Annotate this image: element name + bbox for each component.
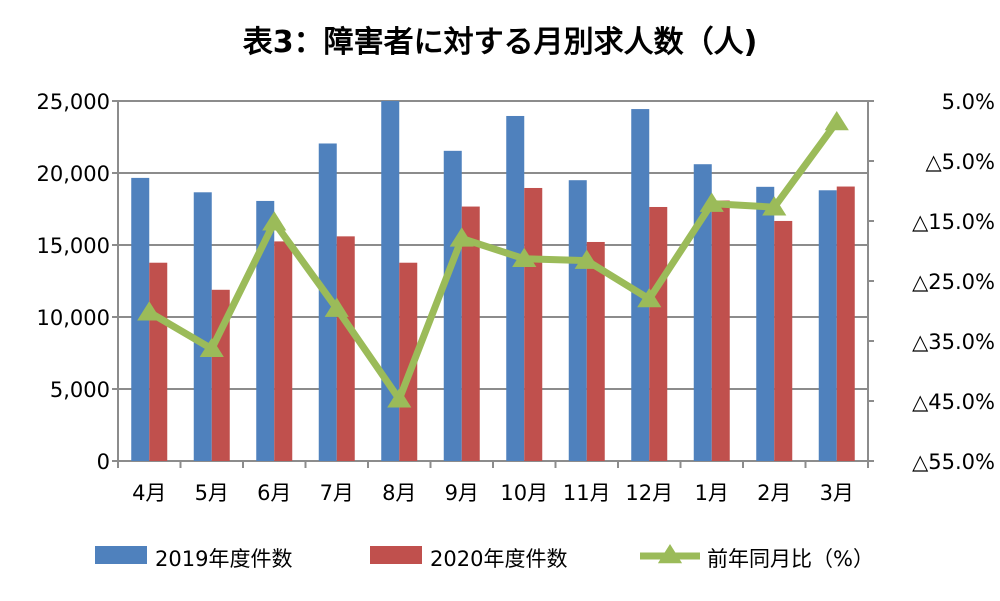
bar-2019	[318, 143, 337, 462]
x-tick-label: 8月	[382, 481, 416, 505]
bar-2020	[399, 262, 418, 461]
legend-swatch-2019	[95, 546, 147, 564]
left-tick-label: 10,000	[37, 306, 110, 330]
x-tick-label: 10月	[500, 481, 548, 505]
right-tick-label: △5.0%	[925, 150, 995, 174]
right-tick-label: △15.0%	[912, 210, 995, 234]
bar-2020	[649, 206, 668, 461]
legend-label-ratio: 前年同月比（%）	[707, 547, 874, 571]
bar-2020	[336, 236, 355, 461]
chart-title: 表3：障害者に対する月別求人数（人)	[243, 25, 758, 60]
x-tick-label: 5月	[195, 481, 229, 505]
x-tick-label: 9月	[445, 481, 479, 505]
axes: 0 5,000 10,000 15,000 20,000 25,000 5.0% △5.0% △…	[37, 90, 995, 505]
legend-label-2020: 2020年度件数	[430, 547, 567, 571]
x-tick-label: 2月	[757, 481, 791, 505]
ratio-marker	[699, 192, 724, 212]
ratio-marker	[512, 247, 537, 268]
right-tick-label: △55.0%	[912, 450, 995, 474]
right-tick-label: △45.0%	[912, 390, 995, 414]
ratio-marker	[137, 301, 162, 321]
ratio-marker	[637, 288, 662, 308]
bar-2019	[631, 109, 650, 462]
right-tick-label: △25.0%	[912, 270, 995, 294]
ratio-marker	[324, 297, 349, 317]
ratio-marker	[574, 249, 599, 269]
x-tick-label: 6月	[257, 481, 291, 505]
bar-2019	[693, 164, 712, 461]
bars	[131, 101, 855, 462]
x-tick-label: 12月	[625, 481, 673, 505]
left-tick-label: 15,000	[37, 234, 110, 258]
right-tick-label: △35.0%	[912, 330, 995, 354]
bar-2020	[461, 206, 480, 461]
bar-2020	[274, 241, 293, 461]
left-tick-label: 25,000	[37, 90, 110, 114]
x-tick-label: 7月	[320, 481, 354, 505]
ratio-marker	[387, 388, 412, 408]
x-tick-label: 11月	[563, 481, 611, 505]
bar-2020	[836, 186, 855, 461]
bar-2020	[586, 241, 605, 461]
bar-2019	[193, 192, 212, 461]
bar-2020	[711, 200, 730, 461]
bar-2020	[149, 262, 168, 461]
ratio-marker	[262, 211, 287, 231]
legend-label-2019: 2019年度件数	[155, 547, 292, 571]
ratio-marker	[762, 196, 787, 216]
left-tick-label: 0	[97, 450, 110, 474]
right-tick-label: 5.0%	[942, 90, 995, 114]
ratio-line-path	[147, 119, 840, 403]
bar-2020	[774, 220, 793, 461]
bar-2019	[256, 200, 275, 461]
ratio-marker	[199, 337, 224, 358]
bar-2019	[818, 190, 837, 461]
bar-2019	[381, 101, 400, 461]
bar-2019	[756, 186, 775, 461]
x-tick-label: 1月	[695, 481, 729, 505]
ratio-marker	[824, 111, 849, 131]
left-tick-label: 5,000	[50, 378, 110, 402]
bar-2019	[568, 180, 587, 461]
ratio-line	[137, 111, 849, 408]
bar-2020	[524, 187, 543, 461]
left-tick-label: 20,000	[37, 162, 110, 186]
x-tick-label: 4月	[132, 481, 166, 505]
gridlines	[118, 100, 868, 462]
ratio-marker	[449, 227, 474, 247]
legend-swatch-2020	[370, 546, 422, 564]
legend: 2019年度件数 2020年度件数 前年同月比（%）	[95, 544, 874, 571]
x-tick-label: 3月	[820, 481, 854, 505]
bar-2019	[443, 150, 462, 461]
legend-marker-ratio	[657, 544, 683, 564]
bar-2019	[506, 115, 525, 461]
